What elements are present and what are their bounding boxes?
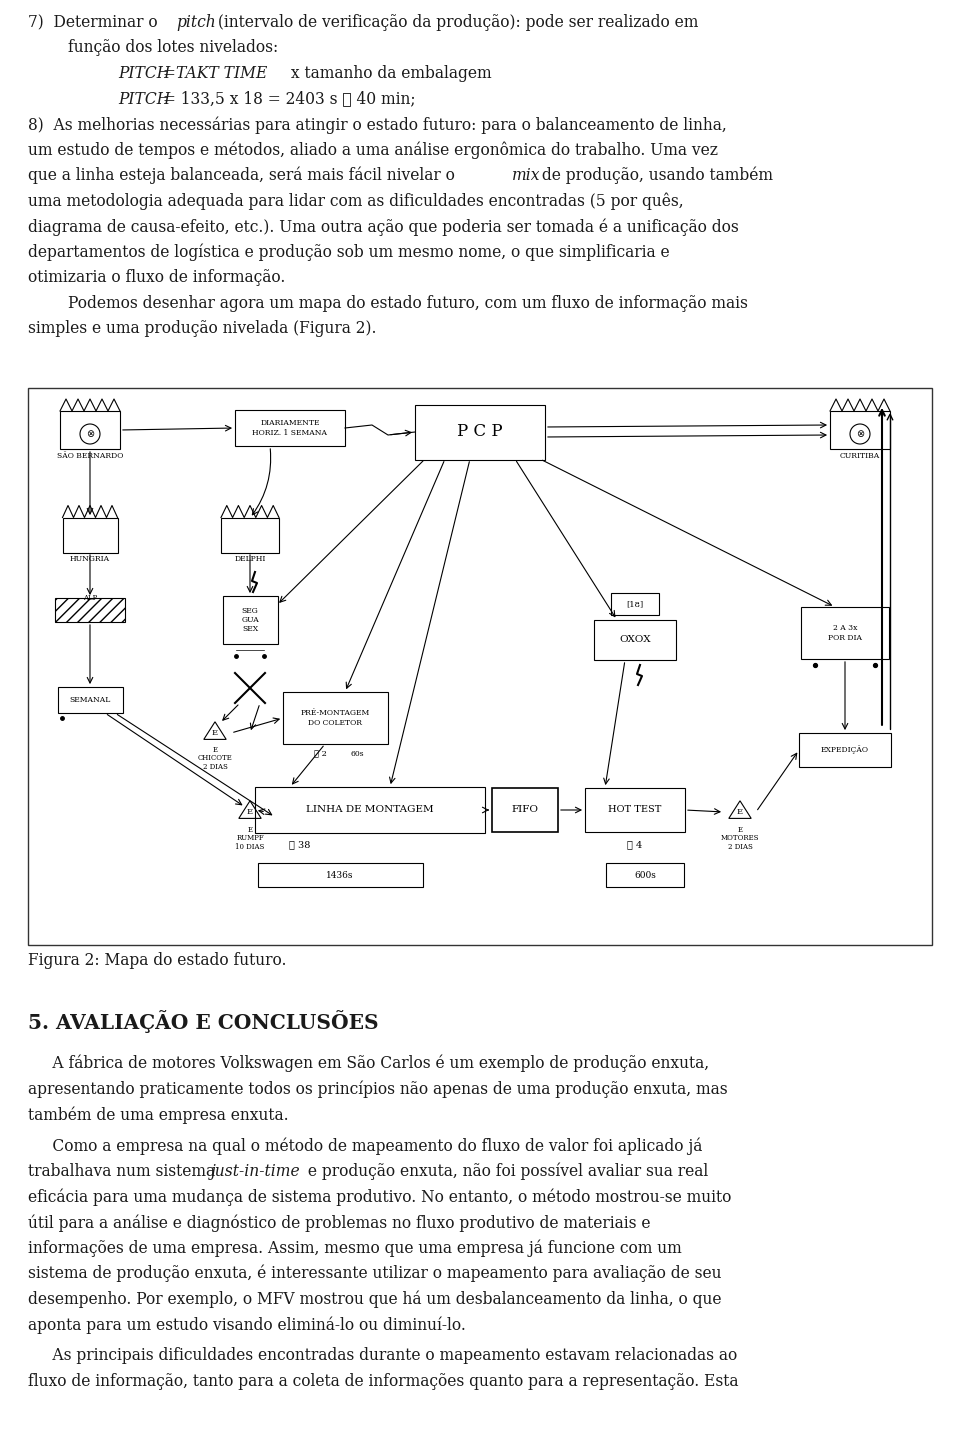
Bar: [606, 863, 684, 886]
Text: otimizaria o fluxo de informação.: otimizaria o fluxo de informação.: [28, 269, 285, 286]
Text: fluxo de informação, tanto para a coleta de informações quanto para a representa: fluxo de informação, tanto para a coleta…: [28, 1374, 738, 1390]
Text: de produção, usando também: de produção, usando também: [537, 166, 773, 185]
Text: P C P: P C P: [457, 424, 503, 441]
Bar: [62, 518, 117, 552]
Text: = 133,5 x 18 = 2403 s ≅ 40 min;: = 133,5 x 18 = 2403 s ≅ 40 min;: [158, 91, 416, 107]
Bar: [257, 863, 422, 886]
Text: função dos lotes nivelados:: função dos lotes nivelados:: [68, 39, 278, 56]
Text: MOTORES
2 DIAS: MOTORES 2 DIAS: [721, 834, 759, 852]
Text: A fábrica de motores Volkswagen em São Carlos é um exemplo de produção enxuta,: A fábrica de motores Volkswagen em São C…: [28, 1056, 709, 1073]
Text: sistema de produção enxuta, é interessante utilizar o mapeamento para avaliação : sistema de produção enxuta, é interessan…: [28, 1265, 722, 1283]
Bar: [235, 411, 345, 445]
Text: RUMPF
10 DIAS: RUMPF 10 DIAS: [235, 834, 265, 852]
Bar: [28, 388, 932, 946]
Text: ⊗: ⊗: [86, 429, 94, 440]
Bar: [585, 788, 685, 831]
Text: ALP: ALP: [83, 594, 97, 602]
Text: Como a empresa na qual o método de mapeamento do fluxo de valor foi aplicado já: Como a empresa na qual o método de mapea…: [28, 1138, 703, 1155]
Text: SÃO BERNARDO: SÃO BERNARDO: [57, 453, 123, 460]
Bar: [255, 787, 485, 833]
Text: E: E: [212, 729, 218, 737]
Text: PITCH: PITCH: [118, 65, 170, 82]
Bar: [223, 596, 277, 643]
Text: OXOX: OXOX: [619, 635, 651, 645]
Text: eficácia para uma mudança de sistema produtivo. No entanto, o método mostrou-se : eficácia para uma mudança de sistema pro…: [28, 1189, 732, 1206]
Text: CHICOTE
2 DIAS: CHICOTE 2 DIAS: [198, 753, 232, 771]
Text: um estudo de tempos e métodos, aliado a uma análise ergonômica do trabalho. Uma : um estudo de tempos e métodos, aliado a …: [28, 142, 718, 159]
Bar: [221, 518, 279, 552]
Text: EXPEDIÇÃO: EXPEDIÇÃO: [821, 746, 869, 755]
Text: desempenho. Por exemplo, o MFV mostrou que há um desbalanceamento da linha, o qu: desempenho. Por exemplo, o MFV mostrou q…: [28, 1290, 722, 1309]
Bar: [799, 733, 891, 766]
Text: 60s: 60s: [350, 750, 364, 758]
Text: (intervalo de verificação da produção): pode ser realizado em: (intervalo de verificação da produção): …: [213, 14, 698, 30]
Text: simples e uma produção nivelada (Figura 2).: simples e uma produção nivelada (Figura …: [28, 320, 376, 337]
Text: E: E: [248, 826, 252, 834]
Text: útil para a análise e diagnóstico de problemas no fluxo produtivo de materiais e: útil para a análise e diagnóstico de pro…: [28, 1215, 651, 1232]
Text: ♟ 2: ♟ 2: [314, 750, 326, 758]
Text: HOT TEST: HOT TEST: [609, 805, 661, 814]
Text: ♟ 4: ♟ 4: [628, 840, 642, 849]
Bar: [594, 620, 676, 659]
Text: 8)  As melhorias necessárias para atingir o estado futuro: para o balanceamento : 8) As melhorias necessárias para atingir…: [28, 116, 727, 133]
Text: trabalhava num sistema: trabalhava num sistema: [28, 1163, 220, 1180]
Text: PITCH: PITCH: [118, 91, 170, 107]
Text: DIARIAMENTE
HORIZ. 1 SEMANA: DIARIAMENTE HORIZ. 1 SEMANA: [252, 419, 327, 437]
Text: pitch: pitch: [176, 14, 216, 30]
Text: também de uma empresa enxuta.: também de uma empresa enxuta.: [28, 1106, 289, 1124]
Text: ♟ 38: ♟ 38: [289, 840, 311, 849]
Text: mix: mix: [512, 166, 540, 184]
Text: Podemos desenhar agora um mapa do estado futuro, com um fluxo de informação mais: Podemos desenhar agora um mapa do estado…: [68, 295, 748, 311]
Text: TAKT TIME: TAKT TIME: [176, 65, 268, 82]
Text: 2 A 3x
POR DIA: 2 A 3x POR DIA: [828, 625, 862, 642]
Text: SEMANAL: SEMANAL: [69, 696, 110, 704]
Text: CURITIBA: CURITIBA: [840, 453, 880, 460]
Text: 7)  Determinar o: 7) Determinar o: [28, 14, 162, 30]
Bar: [801, 607, 889, 659]
Bar: [58, 687, 123, 713]
Text: que a linha esteja balanceada, será mais fácil nivelar o: que a linha esteja balanceada, será mais…: [28, 166, 460, 185]
Bar: [55, 599, 125, 622]
Text: 5. AVALIAÇÃO E CONCLUSÕES: 5. AVALIAÇÃO E CONCLUSÕES: [28, 1009, 378, 1032]
Bar: [282, 693, 388, 745]
Text: LINHA DE MONTAGEM: LINHA DE MONTAGEM: [306, 805, 434, 814]
Text: PRÉ-MONTAGEM
DO COLETOR: PRÉ-MONTAGEM DO COLETOR: [300, 710, 370, 726]
Text: HUNGRIA: HUNGRIA: [70, 555, 110, 562]
Text: FIFO: FIFO: [512, 805, 539, 814]
Text: Figura 2: Mapa do estado futuro.: Figura 2: Mapa do estado futuro.: [28, 951, 286, 969]
Text: just-in-time: just-in-time: [211, 1163, 300, 1180]
Text: SEG
GUA
SEX: SEG GUA SEX: [241, 607, 259, 633]
Bar: [492, 788, 558, 831]
Text: 600s: 600s: [634, 870, 656, 879]
Text: E: E: [247, 808, 253, 816]
Bar: [611, 593, 659, 615]
Text: 1436s: 1436s: [326, 870, 353, 879]
Text: DELPHI: DELPHI: [234, 555, 266, 562]
Bar: [415, 405, 545, 460]
Text: As principais dificuldades encontradas durante o mapeamento estavam relacionadas: As principais dificuldades encontradas d…: [28, 1348, 737, 1365]
Text: E: E: [212, 746, 218, 753]
Text: E: E: [737, 808, 743, 816]
Text: uma metodologia adequada para lidar com as dificuldades encontradas (5 por quês,: uma metodologia adequada para lidar com …: [28, 192, 684, 210]
Text: ⊗: ⊗: [856, 429, 864, 440]
Text: x tamanho da embalagem: x tamanho da embalagem: [286, 65, 492, 82]
Bar: [60, 411, 120, 450]
Text: E: E: [737, 826, 742, 834]
Text: diagrama de causa-efeito, etc.). Uma outra ação que poderia ser tomada é a unifi: diagrama de causa-efeito, etc.). Uma out…: [28, 218, 739, 236]
Text: =: =: [158, 65, 180, 82]
Text: apresentando praticamente todos os princípios não apenas de uma produção enxuta,: apresentando praticamente todos os princ…: [28, 1080, 728, 1098]
Text: departamentos de logística e produção sob um mesmo nome, o que simplificaria e: departamentos de logística e produção so…: [28, 243, 670, 260]
Text: aponta para um estudo visando eliminá-lo ou diminuí-lo.: aponta para um estudo visando eliminá-lo…: [28, 1316, 466, 1333]
Bar: [830, 411, 890, 450]
Text: e produção enxuta, não foi possível avaliar sua real: e produção enxuta, não foi possível aval…: [303, 1163, 708, 1180]
Text: informações de uma empresa. Assim, mesmo que uma empresa já funcione com um: informações de uma empresa. Assim, mesmo…: [28, 1239, 682, 1257]
Text: [18]: [18]: [626, 600, 643, 607]
